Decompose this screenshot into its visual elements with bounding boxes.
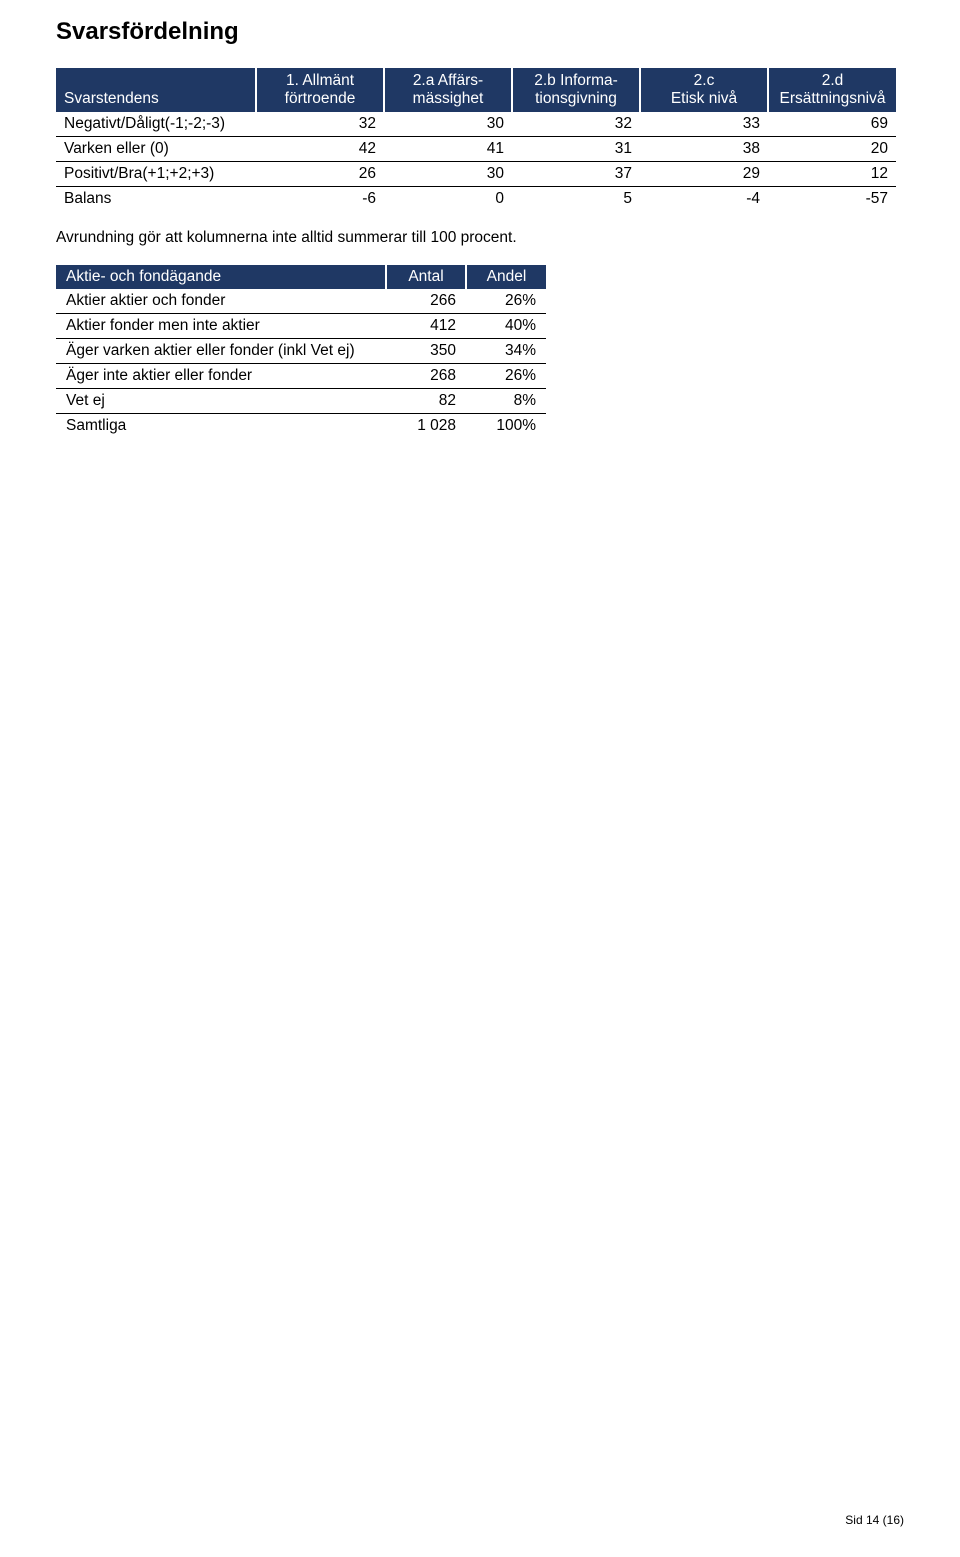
table-row: Vet ej 82 8%	[56, 389, 546, 414]
t2-r0-label: Aktier aktier och fonder	[56, 289, 386, 314]
t2-r5-antal: 1 028	[386, 414, 466, 439]
t1-r0-c4: 33	[640, 112, 768, 137]
table-row: Positivt/Bra(+1;+2;+3) 26 30 37 29 12	[56, 162, 896, 187]
t1-r1-c1: 42	[256, 137, 384, 162]
t1-r0-c2: 30	[384, 112, 512, 137]
table-row: Aktier fonder men inte aktier 412 40%	[56, 314, 546, 339]
t1-r0-c1: 32	[256, 112, 384, 137]
t2-r2-andel: 34%	[466, 339, 546, 364]
t2-r0-andel: 26%	[466, 289, 546, 314]
t1-r1-c5: 20	[768, 137, 896, 162]
t2-h0: Aktie- och fondägande	[56, 265, 386, 289]
t2-r3-antal: 268	[386, 364, 466, 389]
aktie-fondagande-table: Aktie- och fondägande Antal Andel Aktier…	[56, 265, 546, 438]
t1-h1: 1. Allmäntförtroende	[256, 68, 384, 112]
t1-r2-c2: 30	[384, 162, 512, 187]
rounding-note: Avrundning gör att kolumnerna inte allti…	[56, 229, 904, 247]
t1-r0-c5: 69	[768, 112, 896, 137]
t2-h2: Andel	[466, 265, 546, 289]
table-row: Aktier aktier och fonder 266 26%	[56, 289, 546, 314]
table2-header-row: Aktie- och fondägande Antal Andel	[56, 265, 546, 289]
t1-h3: 2.b Informa-tionsgivning	[512, 68, 640, 112]
page-number: Sid 14 (16)	[845, 1513, 904, 1527]
t1-r2-c3: 37	[512, 162, 640, 187]
t1-r1-c2: 41	[384, 137, 512, 162]
t1-h4: 2.cEtisk nivå	[640, 68, 768, 112]
page-title: Svarsfördelning	[56, 18, 904, 46]
t1-h5: 2.dErsättningsnivå	[768, 68, 896, 112]
table-row: Äger varken aktier eller fonder (inkl Ve…	[56, 339, 546, 364]
t2-r3-label: Äger inte aktier eller fonder	[56, 364, 386, 389]
t2-r4-antal: 82	[386, 389, 466, 414]
t1-r3-label: Balans	[56, 187, 256, 212]
t2-r1-label: Aktier fonder men inte aktier	[56, 314, 386, 339]
t2-r5-label: Samtliga	[56, 414, 386, 439]
t2-r3-andel: 26%	[466, 364, 546, 389]
t1-r2-label: Positivt/Bra(+1;+2;+3)	[56, 162, 256, 187]
t1-r1-label: Varken eller (0)	[56, 137, 256, 162]
t2-h1: Antal	[386, 265, 466, 289]
t1-r2-c5: 12	[768, 162, 896, 187]
table-row: Balans -6 0 5 -4 -57	[56, 187, 896, 212]
table-row: Negativt/Dåligt(-1;-2;-3) 32 30 32 33 69	[56, 112, 896, 137]
t2-r1-andel: 40%	[466, 314, 546, 339]
table-row: Samtliga 1 028 100%	[56, 414, 546, 439]
table1-header-row: Svarstendens 1. Allmäntförtroende 2.a Af…	[56, 68, 896, 112]
table-row: Äger inte aktier eller fonder 268 26%	[56, 364, 546, 389]
svarsfordelning-table: Svarstendens 1. Allmäntförtroende 2.a Af…	[56, 68, 896, 211]
table-row: Varken eller (0) 42 41 31 38 20	[56, 137, 896, 162]
t1-r3-c3: 5	[512, 187, 640, 212]
t1-r1-c3: 31	[512, 137, 640, 162]
t2-r4-andel: 8%	[466, 389, 546, 414]
t1-r0-label: Negativt/Dåligt(-1;-2;-3)	[56, 112, 256, 137]
t1-r1-c4: 38	[640, 137, 768, 162]
t2-r2-label: Äger varken aktier eller fonder (inkl Ve…	[56, 339, 386, 364]
t1-r0-c3: 32	[512, 112, 640, 137]
t2-r0-antal: 266	[386, 289, 466, 314]
t1-r3-c2: 0	[384, 187, 512, 212]
t1-r2-c1: 26	[256, 162, 384, 187]
t1-h2: 2.a Affärs-mässighet	[384, 68, 512, 112]
t2-r4-label: Vet ej	[56, 389, 386, 414]
t1-r3-c4: -4	[640, 187, 768, 212]
t1-r3-c1: -6	[256, 187, 384, 212]
t2-r5-andel: 100%	[466, 414, 546, 439]
page: Svarsfördelning Svarstendens 1. Allmäntf…	[0, 0, 960, 1557]
t2-r2-antal: 350	[386, 339, 466, 364]
t1-h0: Svarstendens	[56, 68, 256, 112]
t1-r3-c5: -57	[768, 187, 896, 212]
t2-r1-antal: 412	[386, 314, 466, 339]
t1-r2-c4: 29	[640, 162, 768, 187]
